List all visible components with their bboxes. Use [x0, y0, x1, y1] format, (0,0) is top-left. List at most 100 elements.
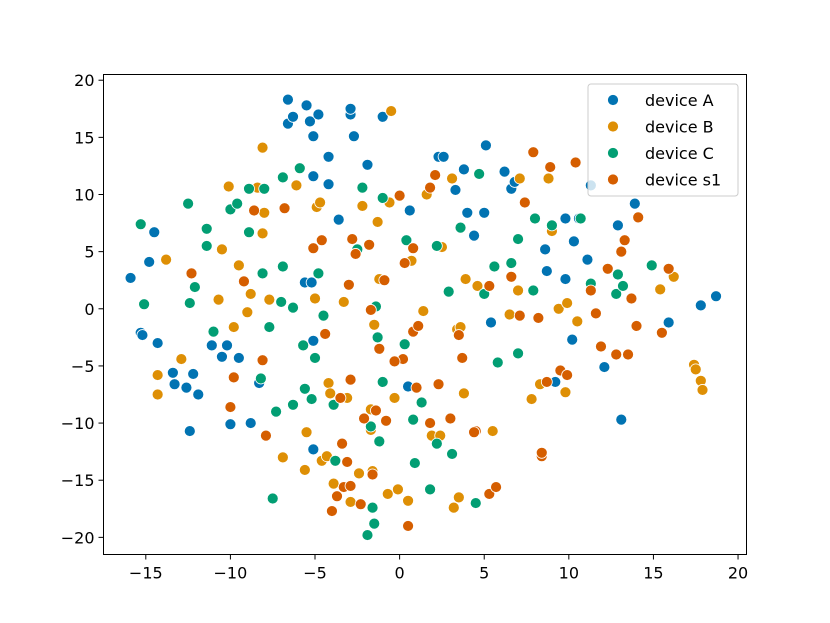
point-series-1-6 — [222, 180, 235, 193]
point-series-0-45 — [461, 206, 474, 219]
point-series-0-47 — [478, 206, 491, 219]
point-series-2-70 — [617, 280, 629, 292]
point-series-1-56 — [459, 273, 472, 285]
point-series-3-2 — [224, 401, 237, 413]
point-series-0-61 — [581, 253, 594, 266]
point-series-3-68 — [402, 520, 414, 532]
point-series-0-16 — [232, 352, 245, 364]
point-series-1-0 — [160, 253, 173, 266]
point-series-0-58 — [566, 333, 579, 346]
point-series-3-8 — [307, 242, 320, 255]
point-series-2-41 — [373, 435, 386, 448]
point-series-2-1 — [138, 298, 151, 311]
legend-marker-2 — [607, 147, 619, 159]
y-tick-label: 10 — [74, 186, 94, 205]
point-series-0-17 — [244, 417, 257, 429]
point-series-2-42 — [376, 376, 389, 388]
point-series-0-67 — [662, 316, 675, 329]
point-series-2-15 — [263, 321, 276, 333]
point-series-1-51 — [447, 501, 460, 514]
point-series-1-32 — [356, 200, 369, 212]
point-series-2-6 — [200, 240, 213, 252]
point-series-1-36 — [371, 216, 384, 228]
point-series-2-3 — [183, 297, 196, 309]
legend-marker-3 — [607, 173, 619, 186]
point-series-1-19 — [300, 426, 313, 439]
point-series-3-71 — [424, 417, 436, 429]
point-series-3-61 — [662, 262, 675, 275]
y-tick-label: −15 — [61, 471, 95, 490]
y-tick-label: −5 — [71, 357, 95, 376]
point-series-3-21 — [366, 468, 379, 481]
x-tick-label: −5 — [303, 564, 327, 583]
point-series-3-6 — [256, 354, 269, 367]
point-series-2-37 — [366, 501, 379, 514]
point-series-3-33 — [444, 412, 457, 425]
point-series-1-17 — [290, 179, 303, 192]
point-series-3-10 — [319, 328, 332, 340]
point-series-2-30 — [317, 309, 330, 322]
point-series-0-26 — [307, 130, 320, 143]
point-series-0-35 — [344, 102, 357, 115]
point-series-3-35 — [456, 352, 469, 364]
point-series-0-64 — [612, 219, 624, 232]
point-series-0-65 — [615, 413, 628, 426]
legend-marker-1 — [607, 120, 619, 133]
point-series-0-44 — [458, 163, 470, 176]
point-series-2-53 — [446, 448, 458, 460]
point-series-2-35 — [361, 529, 374, 541]
point-series-3-9 — [315, 234, 328, 247]
point-series-2-20 — [276, 171, 289, 184]
y-tick-label: 5 — [84, 243, 94, 262]
point-series-1-76 — [385, 105, 398, 117]
point-series-2-69 — [612, 268, 624, 281]
point-series-1-67 — [561, 297, 574, 309]
point-series-3-40 — [513, 309, 526, 322]
point-series-3-76 — [483, 280, 496, 292]
point-series-3-69 — [326, 505, 338, 517]
point-series-3-53 — [610, 348, 623, 361]
point-series-2-52 — [442, 285, 455, 298]
point-series-2-5 — [200, 222, 213, 235]
point-series-3-29 — [412, 320, 425, 332]
point-series-1-14 — [258, 206, 271, 219]
point-series-0-27 — [312, 108, 325, 121]
legend-label-1: device B — [645, 118, 714, 137]
x-tick-label: 5 — [479, 564, 489, 583]
point-series-0-6 — [166, 366, 179, 379]
point-series-1-66 — [552, 302, 565, 315]
point-series-2-54 — [454, 221, 467, 234]
point-series-2-51 — [430, 240, 443, 252]
point-series-1-38 — [368, 318, 381, 331]
point-series-3-38 — [490, 481, 502, 493]
point-series-0-9 — [183, 425, 196, 437]
point-series-3-32 — [432, 378, 445, 391]
point-series-3-16 — [346, 233, 359, 245]
point-series-0-69 — [710, 290, 722, 303]
point-series-3-24 — [378, 274, 391, 287]
y-tick-label: 15 — [74, 128, 94, 147]
point-series-0-36 — [348, 130, 360, 143]
point-series-0-68 — [694, 299, 707, 312]
point-series-0-29 — [307, 334, 320, 347]
point-series-2-59 — [491, 356, 504, 369]
point-series-0-5 — [151, 337, 164, 349]
point-series-3-57 — [625, 292, 638, 305]
point-series-3-23 — [373, 342, 386, 355]
legend-label-3: device s1 — [645, 171, 721, 190]
x-tick-label: −10 — [214, 564, 248, 583]
point-series-0-13 — [216, 350, 228, 363]
point-series-2-40 — [371, 331, 384, 344]
point-series-3-27 — [407, 242, 420, 255]
point-series-2-2 — [182, 197, 195, 210]
point-series-1-50 — [446, 172, 458, 185]
point-series-2-0 — [134, 218, 147, 231]
point-series-1-25 — [322, 377, 335, 389]
legend-label-2: device C — [645, 144, 714, 163]
point-series-0-50 — [498, 165, 511, 178]
point-series-1-5 — [216, 243, 228, 256]
point-series-2-14 — [258, 182, 271, 195]
point-series-0-59 — [568, 235, 580, 248]
point-series-0-39 — [403, 204, 416, 217]
